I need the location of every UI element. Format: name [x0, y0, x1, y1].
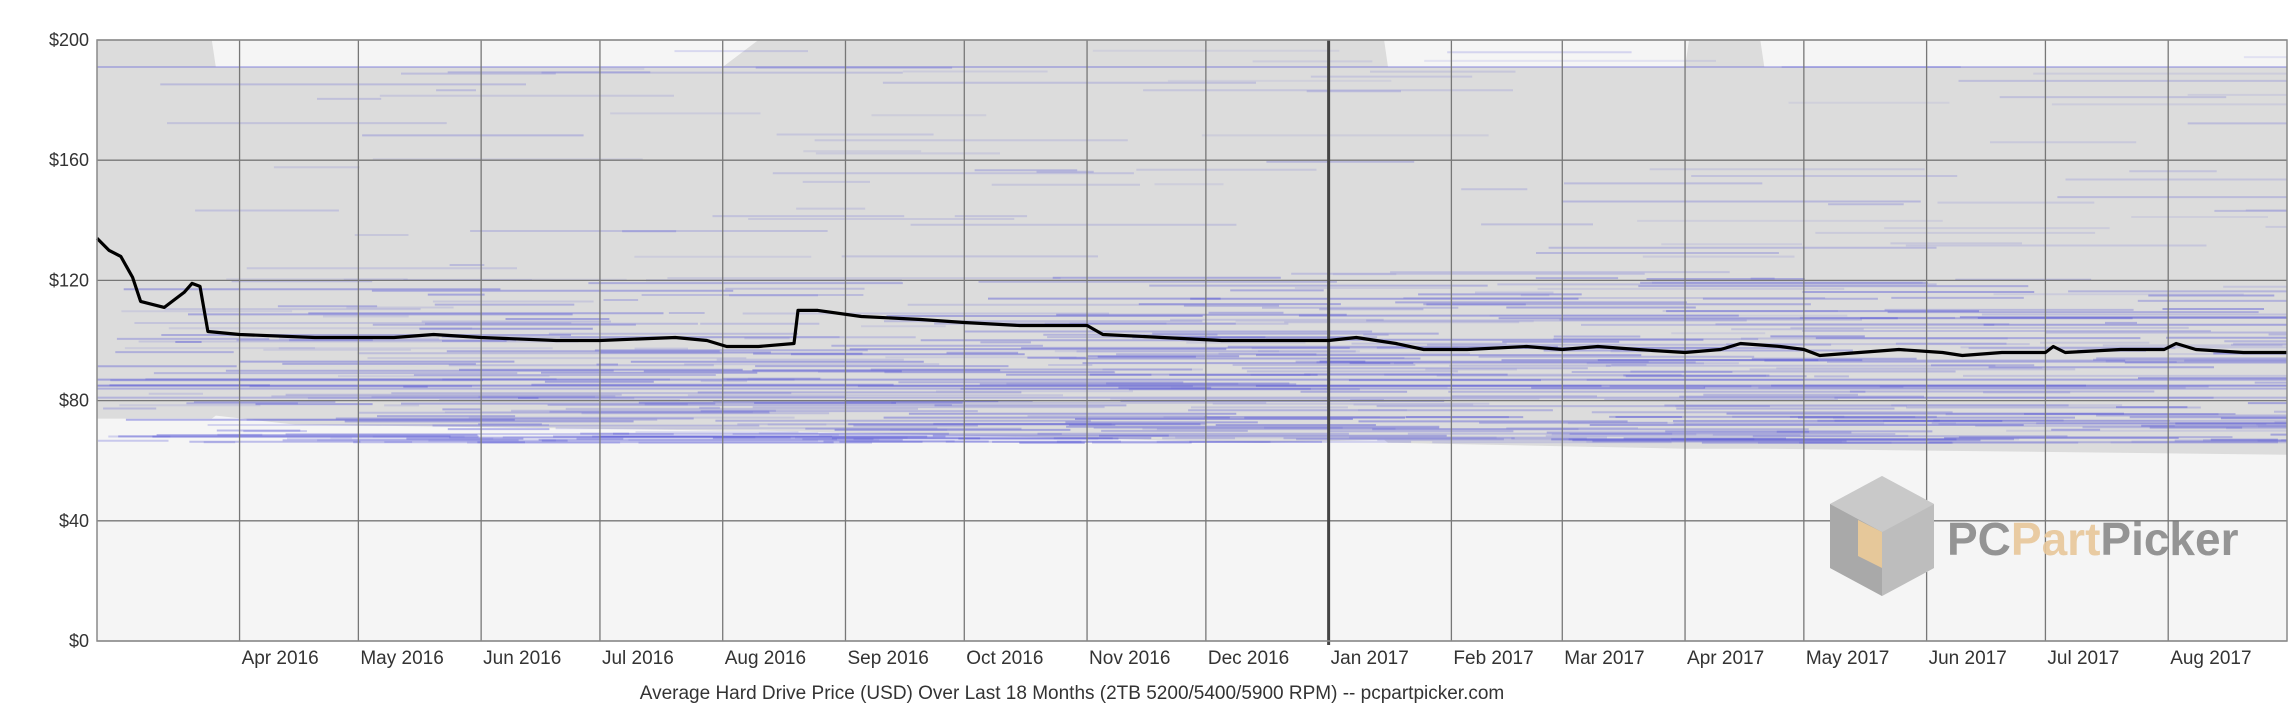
y-tick-label: $40 — [59, 511, 89, 531]
series-line — [95, 237, 2287, 358]
pcpartpicker-watermark: PCPartPicker — [1830, 476, 2239, 596]
x-tick-label: May 2017 — [1806, 648, 1889, 669]
chart-title: Average Hard Drive Price (USD) Over Last… — [640, 683, 1505, 704]
x-tick-label: Jan 2017 — [1331, 648, 1409, 669]
price-range-band-area — [97, 40, 2287, 455]
pcpartpicker-logo-icon — [1830, 476, 1934, 596]
plot-frame — [96, 39, 2288, 642]
x-tick-label: Jun 2017 — [1929, 648, 2007, 669]
x-tick-label: Aug 2016 — [725, 648, 806, 669]
x-tick-label: Oct 2016 — [966, 648, 1043, 669]
x-tick-label: Jul 2017 — [2047, 648, 2119, 669]
x-tick-label: Aug 2017 — [2170, 648, 2251, 669]
y-tick-label: $200 — [49, 30, 89, 50]
y-tick-label: $80 — [59, 391, 89, 411]
watermark-text: PCPartPicker — [1947, 513, 2239, 565]
axes: $0 $40 $80 $120 $160 $200 Apr 2016 May 2016 Jun … — [49, 30, 2288, 669]
y-tick-label: $160 — [49, 150, 89, 170]
x-tick-label: Feb 2017 — [1453, 648, 1533, 669]
x-tick-label: Apr 2017 — [1687, 648, 1764, 669]
listing-price-streaks — [97, 49, 2287, 444]
x-tick-label: Jun 2016 — [483, 648, 561, 669]
x-tick-label: Jul 2016 — [602, 648, 674, 669]
x-tick-label: Nov 2016 — [1089, 648, 1170, 669]
price-range-band — [97, 40, 2287, 455]
y-tick-label: $0 — [69, 631, 89, 651]
x-tick-label: Dec 2016 — [1208, 648, 1289, 669]
x-tick-label: Sep 2016 — [847, 648, 928, 669]
x-tick-label: Mar 2017 — [1564, 648, 1644, 669]
y-tick-label: $120 — [49, 270, 89, 290]
x-tick-label: May 2016 — [360, 648, 443, 669]
average-price-line — [95, 237, 2287, 358]
x-tick-label: Apr 2016 — [242, 648, 319, 669]
